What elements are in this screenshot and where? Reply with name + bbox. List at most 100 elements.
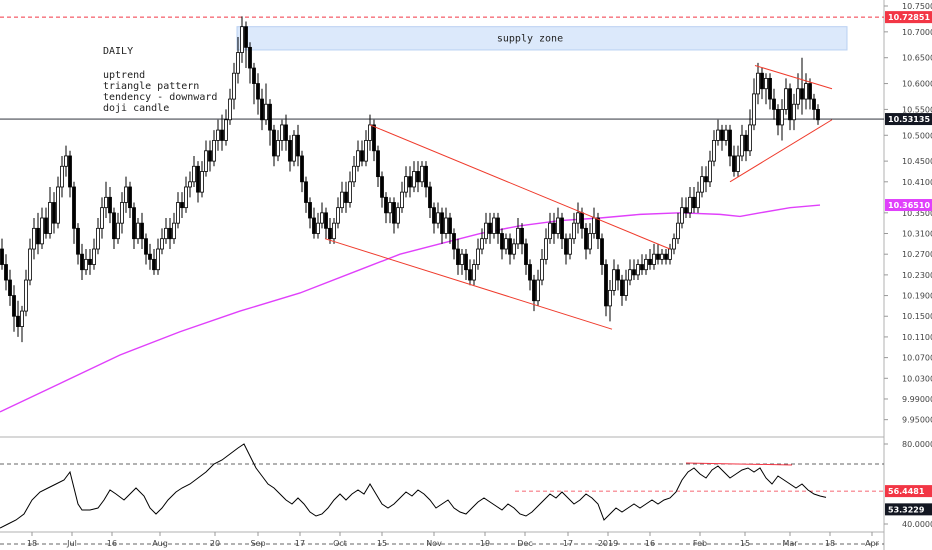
candle-body bbox=[584, 227, 588, 250]
candle bbox=[652, 243, 656, 270]
candle bbox=[816, 104, 820, 125]
candle bbox=[732, 145, 736, 177]
note-doji-candle: doji candle bbox=[103, 103, 169, 114]
candle-body bbox=[132, 207, 136, 240]
y-tick-label: 9.95000 bbox=[902, 416, 932, 425]
candle-body bbox=[88, 258, 92, 265]
candle-body bbox=[236, 52, 240, 74]
candle-body bbox=[372, 124, 376, 152]
candle-body bbox=[40, 217, 44, 245]
candle bbox=[692, 186, 696, 213]
candle-body bbox=[32, 227, 36, 250]
candle bbox=[24, 269, 28, 317]
candle-body bbox=[452, 233, 456, 250]
candle-body bbox=[120, 202, 124, 224]
candle-body bbox=[288, 140, 292, 162]
candle-body bbox=[672, 238, 676, 250]
candle bbox=[44, 207, 48, 239]
candle-body bbox=[200, 171, 204, 193]
candle bbox=[144, 233, 148, 265]
candle-body bbox=[572, 222, 576, 240]
candle bbox=[756, 62, 760, 105]
candle-body bbox=[792, 103, 796, 121]
candle-body bbox=[112, 212, 116, 240]
candle bbox=[716, 119, 720, 146]
candle-body bbox=[92, 248, 96, 265]
candle-body bbox=[24, 279, 28, 312]
last-price-tag: 10.53135 bbox=[885, 113, 932, 126]
candle-body bbox=[796, 88, 800, 105]
candle-body bbox=[632, 269, 636, 276]
candle-body bbox=[488, 222, 492, 234]
candle bbox=[216, 119, 220, 151]
y-tick-label: 10.60000 bbox=[902, 80, 932, 89]
candle bbox=[644, 254, 648, 275]
candle-body bbox=[348, 181, 352, 203]
candle-body bbox=[388, 202, 392, 214]
candle bbox=[636, 259, 640, 281]
candle bbox=[556, 207, 560, 239]
candle-body bbox=[80, 253, 84, 271]
y-tick-label: 10.50000 bbox=[902, 131, 932, 140]
x-tick-label: Apr bbox=[865, 539, 880, 548]
candle bbox=[212, 130, 216, 167]
candle bbox=[0, 238, 4, 270]
supply-zone-box bbox=[236, 26, 848, 51]
trendline bbox=[754, 64, 833, 90]
candle bbox=[500, 228, 504, 260]
candle-body bbox=[748, 124, 752, 152]
candle bbox=[760, 68, 764, 100]
candle bbox=[632, 259, 636, 281]
trendlines-layer bbox=[324, 64, 833, 330]
candle-body bbox=[716, 129, 720, 141]
candle bbox=[584, 223, 588, 260]
y-tick-label: 10.19000 bbox=[902, 292, 932, 301]
candle bbox=[720, 124, 724, 151]
candle bbox=[376, 145, 380, 187]
y-tick-label: 10.15000 bbox=[902, 312, 932, 321]
candle bbox=[112, 207, 116, 250]
x-tick-label: 15 bbox=[377, 539, 387, 548]
high-price-tag: 10.72851 bbox=[885, 11, 932, 24]
candle-body bbox=[728, 129, 732, 157]
candle-body bbox=[328, 227, 332, 240]
candle-body bbox=[444, 217, 448, 234]
candle bbox=[708, 150, 712, 187]
candle bbox=[28, 238, 32, 286]
candle-body bbox=[344, 191, 348, 203]
candle bbox=[396, 202, 400, 229]
y-tick-label: 10.75000 bbox=[902, 2, 932, 11]
candle-body bbox=[184, 186, 188, 209]
candle-body bbox=[616, 269, 620, 281]
candle bbox=[752, 78, 756, 131]
oscillator-line bbox=[0, 443, 827, 529]
candle-body bbox=[140, 222, 144, 240]
candle-body bbox=[144, 238, 148, 255]
candle-body bbox=[704, 176, 708, 183]
x-tick-label: Sep bbox=[250, 539, 265, 548]
candle bbox=[648, 249, 652, 270]
candle bbox=[364, 130, 368, 167]
candle-body bbox=[504, 238, 508, 250]
candle-body bbox=[320, 212, 324, 224]
candle bbox=[796, 73, 800, 110]
candle bbox=[16, 300, 20, 337]
x-tick-label: 17 bbox=[295, 539, 305, 548]
candle bbox=[76, 223, 80, 265]
candle-body bbox=[412, 171, 416, 188]
x-tick-label: 16 bbox=[107, 539, 117, 548]
candle bbox=[408, 166, 412, 198]
candle bbox=[208, 140, 212, 172]
candle-body bbox=[720, 129, 724, 141]
candle bbox=[184, 176, 188, 213]
candle-body bbox=[280, 124, 284, 141]
candle bbox=[324, 207, 328, 239]
candle-body bbox=[524, 243, 528, 265]
candle bbox=[276, 130, 280, 162]
candle-body bbox=[36, 227, 40, 245]
candle bbox=[120, 192, 124, 234]
candle bbox=[516, 218, 520, 250]
candle-body bbox=[808, 83, 812, 100]
candle bbox=[32, 218, 36, 260]
candle bbox=[60, 155, 64, 198]
